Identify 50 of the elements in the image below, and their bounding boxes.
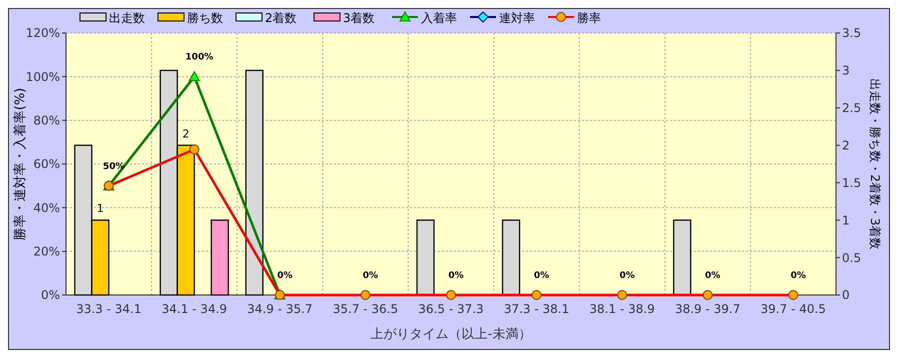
data-label: 2: [182, 127, 190, 140]
x-tick-label: 34.1 - 34.9: [162, 302, 228, 316]
legend-label: 勝ち数: [187, 11, 223, 25]
x-tick-label: 39.7 - 40.5: [760, 302, 826, 316]
data-label: 0%: [790, 271, 806, 281]
legend-label: 連対率: [499, 11, 535, 25]
data-label: 0%: [362, 271, 378, 281]
legend-label: 3着数: [343, 11, 375, 25]
y-tick-label: 80%: [33, 114, 60, 128]
y-tick-label: 120%: [26, 26, 60, 40]
y-axis-title: 勝率・連対率・入着率(%): [12, 88, 28, 240]
x-tick-label: 33.3 - 34.1: [76, 302, 142, 316]
y2-axis-title: 出走数・勝ち数・2着数・3着数: [868, 78, 882, 250]
data-label: 0%: [619, 271, 635, 281]
bar: [673, 220, 692, 296]
y-tick-label: 0%: [40, 288, 60, 302]
y-tick-label: 20%: [33, 244, 60, 259]
y-tick-label: 60%: [33, 157, 60, 172]
bar: [245, 70, 264, 296]
x-tick-label: 37.3 - 38.1: [504, 302, 570, 316]
bar: [416, 220, 435, 296]
bar: [210, 220, 229, 296]
y2-tick-label: 2: [842, 138, 850, 152]
point: [188, 71, 200, 82]
legend-label: 2着数: [265, 11, 297, 25]
x-tick-label: 38.9 - 39.7: [674, 302, 740, 316]
legend-label: 出走数: [109, 11, 145, 25]
bar: [502, 220, 520, 296]
data-label: 0%: [277, 271, 293, 281]
y2-tick-label: 3: [842, 64, 850, 78]
y2-tick-label: 0.5: [842, 250, 862, 265]
data-label: 1: [96, 202, 104, 216]
y2-tick-label: 1.5: [842, 176, 862, 190]
x-tick-label: 36.5 - 37.3: [418, 302, 484, 316]
x-tick-label: 34.9 - 35.7: [247, 302, 313, 316]
y2-tick-label: 1: [842, 213, 850, 228]
y2-tick-label: 3.5: [842, 26, 862, 40]
x-tick-label: 35.7 - 36.5: [332, 302, 398, 316]
y2-tick-label: 2.5: [842, 101, 862, 116]
data-label: 100%: [185, 52, 214, 63]
x-tick-label: 38.1 - 38.9: [589, 302, 655, 316]
y-tick-label: 40%: [33, 200, 60, 215]
x-axis-title: 上がりタイム（以上-未満）: [370, 327, 532, 342]
legend-label: 勝率: [577, 11, 601, 25]
legend-label: 入着率: [421, 11, 457, 25]
y-tick-label: 100%: [26, 70, 60, 84]
data-label: 0%: [448, 271, 464, 281]
y2-tick-label: 0: [842, 288, 850, 302]
data-label: 0%: [534, 271, 550, 281]
data-label: 0%: [705, 271, 720, 281]
